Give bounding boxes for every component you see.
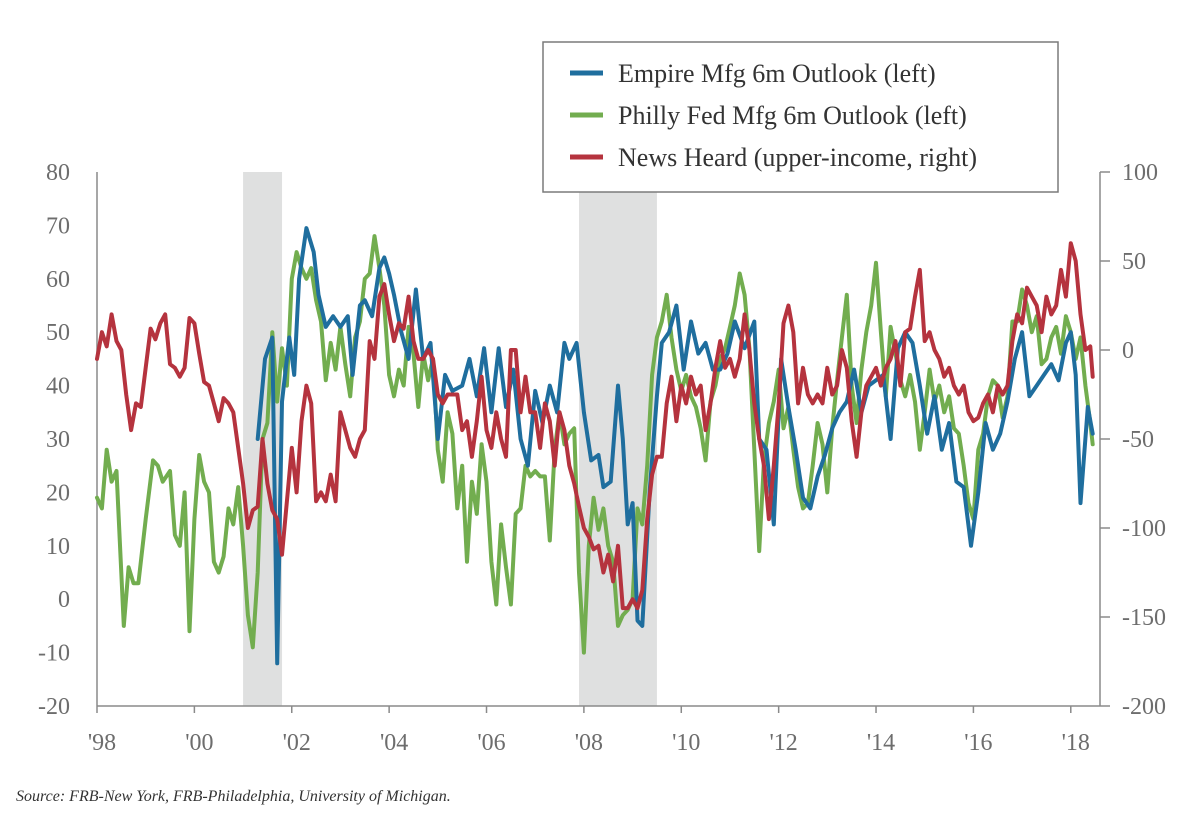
y-left-tick-label: 70 (46, 213, 70, 239)
x-tick-label: '10 (672, 730, 700, 756)
y-left-tick-label: 60 (46, 267, 70, 293)
x-tick-label: '14 (867, 730, 895, 756)
x-tick-label: '02 (283, 730, 311, 756)
y-right-tick-label: -150 (1122, 605, 1166, 631)
y-left-tick-label: -20 (38, 694, 70, 720)
empire-mfg-line (255, 226, 1095, 666)
y-right-tick-label: 0 (1122, 338, 1134, 364)
x-tick-label: '00 (185, 730, 213, 756)
recession-shading (243, 172, 657, 706)
y-left-tick-label: 0 (58, 587, 70, 613)
legend-label-news: News Heard (upper-income, right) (618, 143, 977, 172)
y-left-tick-label: -10 (38, 641, 70, 667)
series-lines (95, 226, 1095, 666)
y-right-tick-label: -50 (1122, 427, 1154, 453)
y-right-tick-label: 50 (1122, 249, 1146, 275)
x-tick-label: '16 (964, 730, 992, 756)
y-right-tick-label: 100 (1122, 160, 1158, 186)
legend-label-empire: Empire Mfg 6m Outlook (left) (618, 59, 936, 88)
legend-label-philly: Philly Fed Mfg 6m Outlook (left) (618, 101, 967, 130)
x-tick-label: '04 (380, 730, 408, 756)
y-right-tick-label: -200 (1122, 694, 1166, 720)
dual-axis-line-chart: 80706050403020100-10-20100500-50-100-150… (38, 41, 1166, 756)
x-tick-label: '18 (1062, 730, 1090, 756)
legend-box (542, 41, 1059, 193)
y-left-tick-label: 20 (46, 480, 70, 506)
news-heard-line (95, 241, 1095, 611)
y-left-tick-label: 10 (46, 534, 70, 560)
y-left-tick-label: 30 (46, 427, 70, 453)
x-tick-label: '06 (477, 730, 505, 756)
y-left-tick-label: 50 (46, 320, 70, 346)
source-note: Source: FRB-New York, FRB-Philadelphia, … (16, 788, 451, 805)
x-tick-label: '98 (88, 730, 116, 756)
x-tick-label: '08 (575, 730, 603, 756)
y-left-tick-label: 80 (46, 160, 70, 186)
tick-labels: 80706050403020100-10-20100500-50-100-150… (38, 160, 1166, 756)
y-right-tick-label: -100 (1122, 516, 1166, 542)
y-left-tick-label: 40 (46, 374, 70, 400)
x-tick-label: '12 (769, 730, 797, 756)
legend: Empire Mfg 6m Outlook (left) Philly Fed … (542, 41, 1059, 193)
